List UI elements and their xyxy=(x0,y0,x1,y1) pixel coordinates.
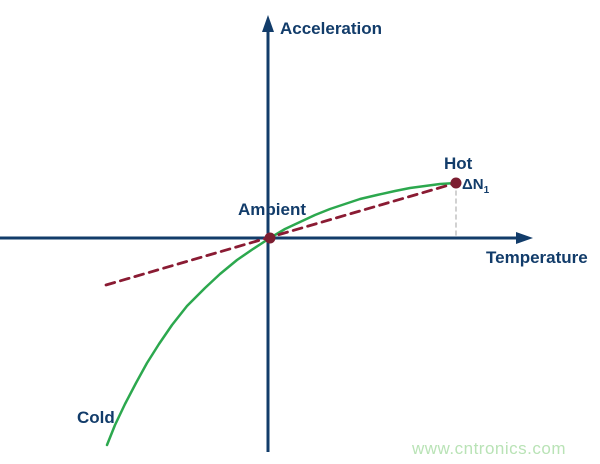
series-layer xyxy=(104,177,462,447)
delta-n1-label: ΔN1 xyxy=(462,177,489,197)
watermark: www.cntronics.com xyxy=(412,439,566,458)
delta-n1-text: ΔN xyxy=(462,176,484,193)
ambient-point-label: Ambient xyxy=(238,200,306,219)
actual-response-curve xyxy=(105,181,458,447)
hot-point xyxy=(450,177,462,189)
hot-point-label: Hot xyxy=(444,154,473,173)
x-axis-arrowhead-icon xyxy=(516,232,533,244)
delta-n1-subscript: 1 xyxy=(483,185,490,196)
linear-approximation-line xyxy=(104,181,458,287)
cold-curve-label: Cold xyxy=(77,408,115,427)
y-axis-arrowhead-icon xyxy=(262,15,274,32)
x-axis-label: Temperature xyxy=(486,248,588,267)
y-axis-label: Acceleration xyxy=(280,19,383,38)
ambient-point xyxy=(264,232,276,244)
